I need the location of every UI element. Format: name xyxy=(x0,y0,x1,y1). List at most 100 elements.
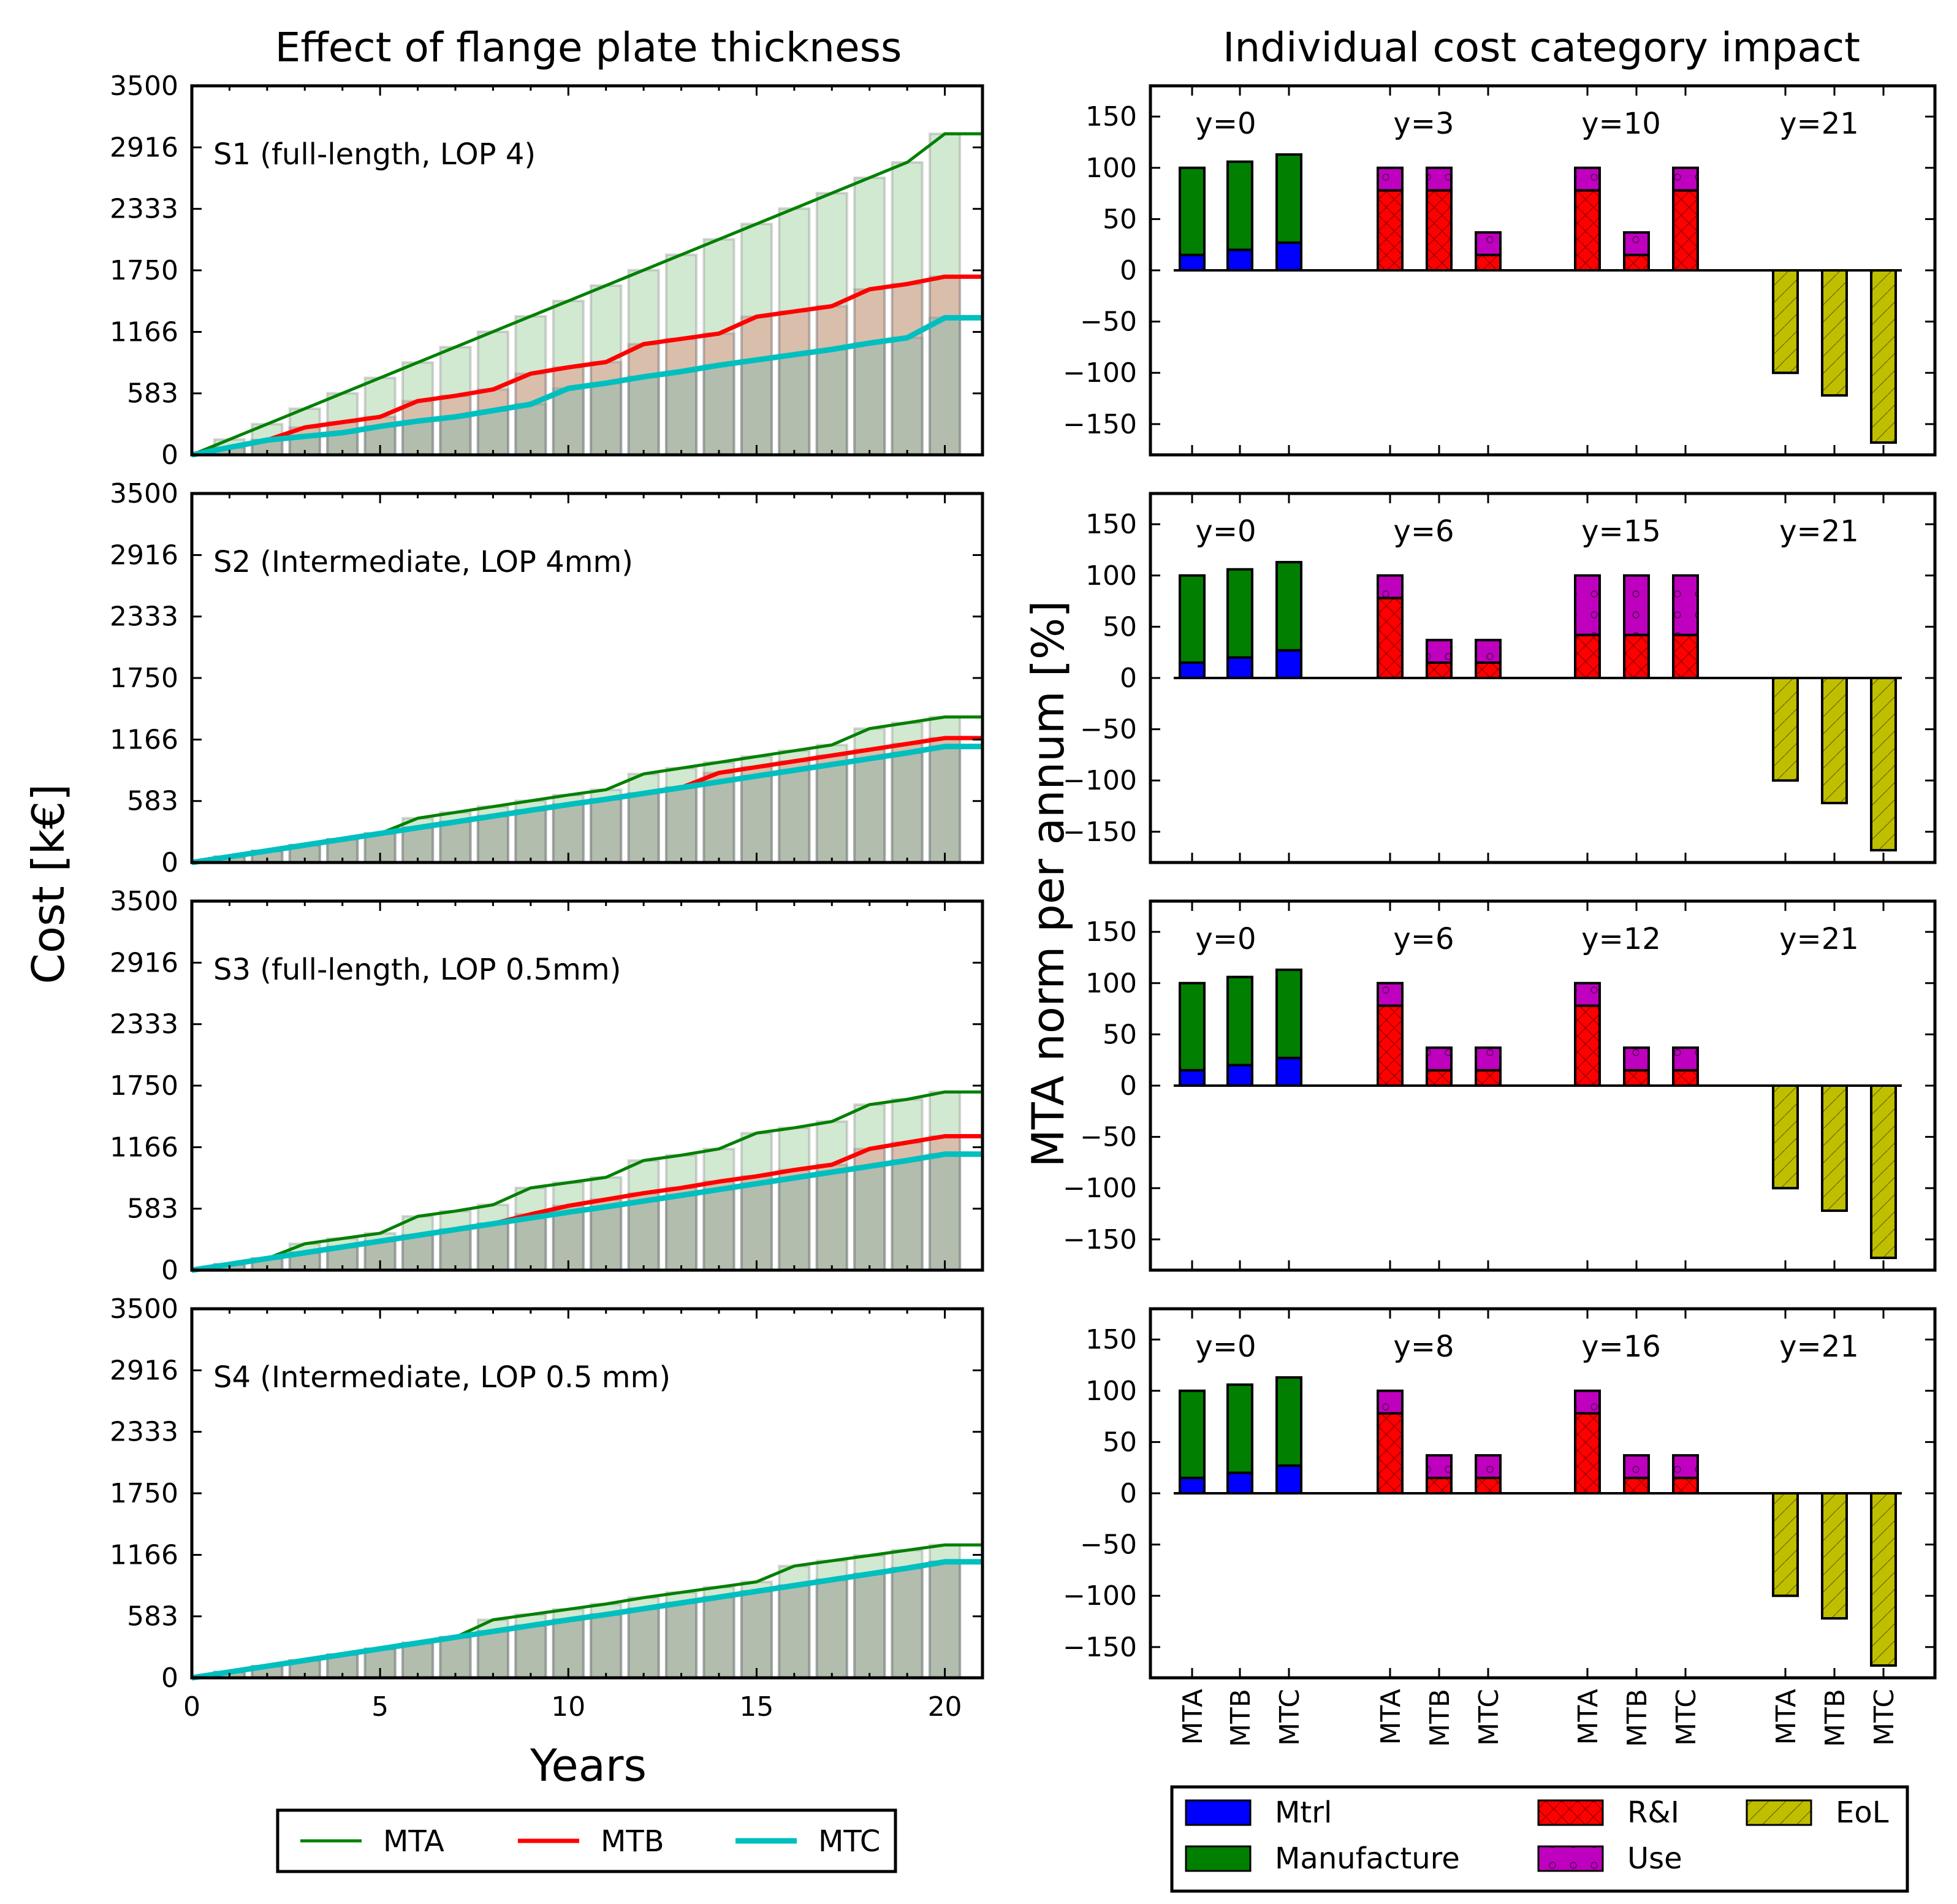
bar-mtc-year-18 xyxy=(853,1572,886,1680)
bar-mtb-year-13 xyxy=(665,337,698,456)
y-tick-label: 2916 xyxy=(110,1355,178,1386)
series-line-mta xyxy=(191,1090,982,1272)
legend-patch-manufacture xyxy=(1185,1845,1252,1872)
bar-hatch-use-3 xyxy=(1378,1390,1402,1414)
series-line-mtc xyxy=(191,1151,982,1273)
bar-hatch-ri-5 xyxy=(1476,662,1500,678)
bar-mtc-year-15 xyxy=(740,1182,773,1271)
bar-hatch-eol-9 xyxy=(1773,1493,1798,1596)
bar-mtrl-2 xyxy=(1275,1056,1302,1087)
y-tick-label: 0 xyxy=(161,847,178,878)
y-tick-label: −100 xyxy=(1063,765,1137,796)
y-tick-label: −150 xyxy=(1063,1632,1137,1663)
group-label: y=21 xyxy=(1779,1330,1859,1364)
bar-mta-year-16 xyxy=(778,207,811,456)
group-label: y=12 xyxy=(1581,922,1661,956)
bar-mtb-year-16 xyxy=(778,1584,811,1679)
bar-mtrl-0 xyxy=(1179,253,1206,272)
cost-panel-s1: 0 583 1166 1750 2333 2916 3500 S1 (full-length,… xyxy=(110,70,984,471)
bar-mtrl-0 xyxy=(1179,661,1206,679)
left-legend: MTA MTB MTC xyxy=(276,1808,897,1873)
group-label: y=8 xyxy=(1393,1330,1454,1364)
bar-hatch-eol-9 xyxy=(1773,1086,1798,1189)
impact-panel-2: −150 −100 −50 0 50 100 150 y=0 y=6 y=15 y=21 xyxy=(1063,492,1937,864)
bar-mtc-year-15 xyxy=(740,1590,773,1679)
bar-hatch-ri-6 xyxy=(1575,1005,1600,1086)
right-column-title: Individual cost category impact xyxy=(1223,24,1860,71)
y-tick-label: −50 xyxy=(1080,714,1137,745)
legend-label-ri: R&I xyxy=(1627,1795,1679,1830)
bar-mtc-year-10 xyxy=(552,387,585,457)
bar-mtc-year-15 xyxy=(740,774,773,864)
y-tick-label: 3500 xyxy=(110,886,178,917)
bar-mtc-year-9 xyxy=(514,1624,547,1680)
legend-patch-use-hatch xyxy=(1538,1846,1603,1871)
bar-hatch-ri-8 xyxy=(1673,634,1698,678)
bar-hatch-ri-3 xyxy=(1378,190,1402,270)
bar-mtb-year-6 xyxy=(401,400,435,457)
bar-mtc-year-12 xyxy=(627,375,660,456)
x-category-label: MTA xyxy=(1771,1689,1802,1745)
bar-manufacture-1 xyxy=(1226,568,1253,659)
bar-mtrl-0 xyxy=(1179,1476,1206,1495)
bar-manufacture-1 xyxy=(1226,1383,1253,1474)
bar-mtc-year-19 xyxy=(891,752,924,864)
bar-mtc-year-13 xyxy=(665,1194,698,1272)
y-tick-label: 3500 xyxy=(110,70,178,102)
y-tick-label: 1750 xyxy=(110,1478,178,1509)
y-tick-label: 583 xyxy=(127,786,178,817)
bar-hatch-use-8 xyxy=(1673,1048,1698,1070)
bar-mtb-year-6 xyxy=(401,1234,435,1271)
group-label: y=3 xyxy=(1393,107,1454,141)
y-tick-label: −150 xyxy=(1063,409,1137,440)
bar-mtc-year-18 xyxy=(853,1165,886,1271)
impact-panel-1: −150 −100 −50 0 50 100 150 y=0 y=3 y=10 y=21 xyxy=(1063,84,1937,457)
x-category-label: MTA xyxy=(1375,1689,1407,1745)
bar-manufacture-2 xyxy=(1275,1376,1302,1467)
bar-hatch-use-4 xyxy=(1427,1048,1451,1070)
bar-hatch-eol-9 xyxy=(1773,678,1798,781)
y-tick-label: 0 xyxy=(1120,255,1137,286)
bar-mtc-year-8 xyxy=(476,815,509,864)
x-category-label: MTC xyxy=(1869,1689,1900,1746)
bar-mtc-year-17 xyxy=(815,1578,848,1680)
bar-mtb-year-11 xyxy=(590,1613,623,1680)
bar-mta-year-15 xyxy=(740,1580,773,1679)
bar-hatch-ri-6 xyxy=(1575,1413,1600,1493)
legend-label-eol: EoL xyxy=(1836,1795,1889,1830)
bar-mtc-year-19 xyxy=(891,337,924,457)
bar-hatch-eol-11 xyxy=(1871,1493,1896,1666)
bar-mtc-year-8 xyxy=(476,1222,509,1271)
right-legend: Mtrl Manufacture R&I Use EoL xyxy=(1170,1785,1909,1893)
impact-panel-4: −150 −100 −50 0 50 100 150 y=0 y=8 y=16 y=21 MTA MTB… xyxy=(1063,1307,1937,1747)
y-tick-label: 3500 xyxy=(110,478,178,509)
bar-hatch-use-8 xyxy=(1673,167,1698,191)
bar-hatch-eol-11 xyxy=(1871,270,1896,443)
bar-hatch-ri-7 xyxy=(1624,634,1649,678)
y-tick-label: 2916 xyxy=(110,132,178,163)
bar-mtb-year-19 xyxy=(891,283,924,456)
group-label: y=0 xyxy=(1195,922,1256,956)
series-line-mtc xyxy=(191,1559,982,1681)
legend-patch-mtrl xyxy=(1185,1799,1252,1826)
bar-hatch-ri-4 xyxy=(1427,190,1451,270)
bar-mta-year-17 xyxy=(815,192,848,456)
bar-hatch-use-3 xyxy=(1378,575,1402,598)
bar-hatch-use-7 xyxy=(1624,575,1649,635)
bar-mtc-year-14 xyxy=(702,1188,735,1272)
bar-mtc-year-6 xyxy=(401,1234,435,1271)
x-category-label: MTC xyxy=(1274,1689,1305,1746)
bar-hatch-ri-4 xyxy=(1427,1070,1451,1086)
bar-hatch-use-7 xyxy=(1624,1455,1649,1478)
bar-hatch-ri-8 xyxy=(1673,1477,1698,1493)
group-label: y=6 xyxy=(1393,922,1454,956)
y-tick-label: 1166 xyxy=(110,724,178,755)
x-tick-label: 5 xyxy=(371,1691,389,1723)
bar-manufacture-0 xyxy=(1179,1389,1206,1479)
y-tick-label: 2333 xyxy=(110,194,178,225)
bar-mtb-year-12 xyxy=(627,1192,660,1271)
left-column-title: Effect of flange plate thickness xyxy=(275,24,902,71)
legend-patch-ri-hatch xyxy=(1538,1800,1603,1825)
series-line-mtb xyxy=(191,274,982,457)
legend-label-manufacture: Manufacture xyxy=(1275,1841,1460,1876)
